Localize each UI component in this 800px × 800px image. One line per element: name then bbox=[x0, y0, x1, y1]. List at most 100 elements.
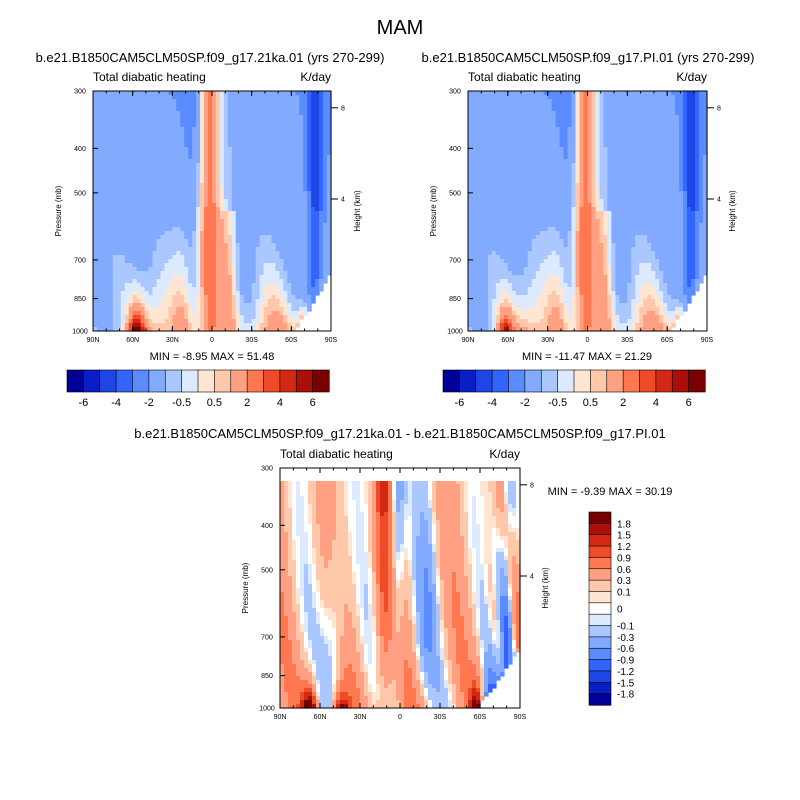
contour-cell bbox=[323, 215, 328, 220]
contour-cell bbox=[255, 207, 261, 212]
contour-cell bbox=[295, 119, 300, 124]
contour-cell bbox=[503, 267, 509, 272]
contour-cell bbox=[255, 267, 261, 272]
contour-cell bbox=[164, 271, 169, 276]
contour-cell bbox=[468, 95, 473, 100]
contour-cell bbox=[184, 319, 189, 324]
contour-cell bbox=[279, 215, 284, 220]
contour-cell bbox=[468, 299, 473, 304]
contour-cell bbox=[188, 243, 193, 248]
contour-cell bbox=[204, 135, 209, 140]
contour-cell bbox=[267, 319, 273, 324]
contour-cell bbox=[128, 167, 134, 172]
contour-cell bbox=[291, 291, 296, 296]
contour-cell bbox=[128, 175, 134, 180]
contour-cell bbox=[243, 183, 249, 188]
contour-cell bbox=[108, 263, 114, 268]
contour-cell bbox=[523, 183, 529, 188]
contour-cell bbox=[468, 219, 473, 224]
contour-cell bbox=[120, 191, 126, 196]
contour-cell bbox=[231, 135, 237, 140]
contour-cell bbox=[511, 239, 517, 244]
contour-cell bbox=[295, 107, 300, 112]
contour-cell bbox=[523, 231, 529, 236]
contour-cell bbox=[519, 215, 525, 220]
contour-cell bbox=[323, 107, 328, 112]
contour-cell bbox=[172, 283, 177, 288]
contour-cell bbox=[152, 107, 158, 112]
contour-cell bbox=[527, 279, 533, 284]
contour-cell bbox=[499, 319, 505, 324]
contour-cell bbox=[255, 319, 261, 324]
contour-cell bbox=[136, 259, 142, 264]
contour-cell bbox=[219, 171, 225, 176]
contour-cell bbox=[124, 115, 130, 120]
contour-cell bbox=[251, 143, 257, 148]
contour-cell bbox=[235, 323, 241, 328]
contour-cell bbox=[295, 219, 300, 224]
contour-cell bbox=[144, 323, 150, 328]
contour-cell bbox=[200, 235, 205, 240]
contour-cell bbox=[503, 115, 509, 120]
contour-cell bbox=[507, 135, 513, 140]
contour-cell bbox=[507, 103, 513, 108]
contour-cell bbox=[219, 275, 225, 280]
contour-cell bbox=[200, 287, 205, 292]
contour-cell bbox=[247, 147, 253, 152]
contour-cell bbox=[192, 95, 197, 100]
contour-cell bbox=[539, 127, 545, 132]
contour-cell bbox=[299, 231, 304, 236]
contour-cell bbox=[243, 219, 249, 224]
contour-cell bbox=[307, 255, 312, 260]
contour-cell bbox=[116, 311, 122, 316]
contour-cell bbox=[499, 295, 505, 300]
contour-cell bbox=[271, 287, 277, 292]
contour-cell bbox=[315, 139, 320, 144]
contour-cell bbox=[93, 159, 98, 164]
contour-cell bbox=[156, 283, 162, 288]
contour-cell bbox=[303, 279, 308, 284]
contour-cell bbox=[120, 95, 126, 100]
contour-cell bbox=[200, 207, 205, 212]
contour-cell bbox=[204, 251, 209, 256]
contour-cell bbox=[124, 275, 130, 280]
contour-cell bbox=[243, 243, 249, 248]
contour-cell bbox=[235, 215, 241, 220]
contour-cell bbox=[319, 263, 324, 268]
contour-cell bbox=[551, 123, 557, 128]
contour-cell bbox=[227, 143, 233, 148]
contour-cell bbox=[215, 239, 221, 244]
contour-cell bbox=[196, 211, 201, 216]
contour-cell bbox=[483, 287, 489, 292]
contour-cell bbox=[212, 99, 217, 104]
contour-cell bbox=[247, 291, 253, 296]
contour-cell bbox=[495, 95, 501, 100]
contour-cell bbox=[535, 187, 541, 192]
contour-cell bbox=[96, 115, 102, 120]
contour-cell bbox=[479, 267, 485, 272]
contour-cell bbox=[295, 251, 300, 256]
contour-cell bbox=[227, 235, 233, 240]
contour-cell bbox=[468, 223, 473, 228]
contour-cell bbox=[180, 263, 185, 268]
contour-cell bbox=[535, 243, 541, 248]
contour-cell bbox=[287, 147, 292, 152]
contour-cell bbox=[168, 95, 173, 100]
contour-cell bbox=[523, 135, 529, 140]
contour-cell bbox=[160, 247, 165, 252]
contour-cell bbox=[136, 191, 142, 196]
contour-cell bbox=[223, 167, 229, 172]
contour-cell bbox=[491, 203, 497, 208]
contour-cell bbox=[124, 195, 130, 200]
contour-cell bbox=[515, 299, 521, 304]
contour-cell bbox=[511, 327, 517, 332]
contour-cell bbox=[212, 155, 217, 160]
contour-cell bbox=[471, 103, 477, 108]
contour-cell bbox=[495, 255, 501, 260]
contour-cell bbox=[100, 187, 106, 192]
contour-cell bbox=[547, 263, 553, 268]
contour-cell bbox=[468, 163, 473, 168]
contour-cell bbox=[156, 171, 162, 176]
contour-cell bbox=[140, 243, 146, 248]
contour-cell bbox=[128, 131, 134, 136]
